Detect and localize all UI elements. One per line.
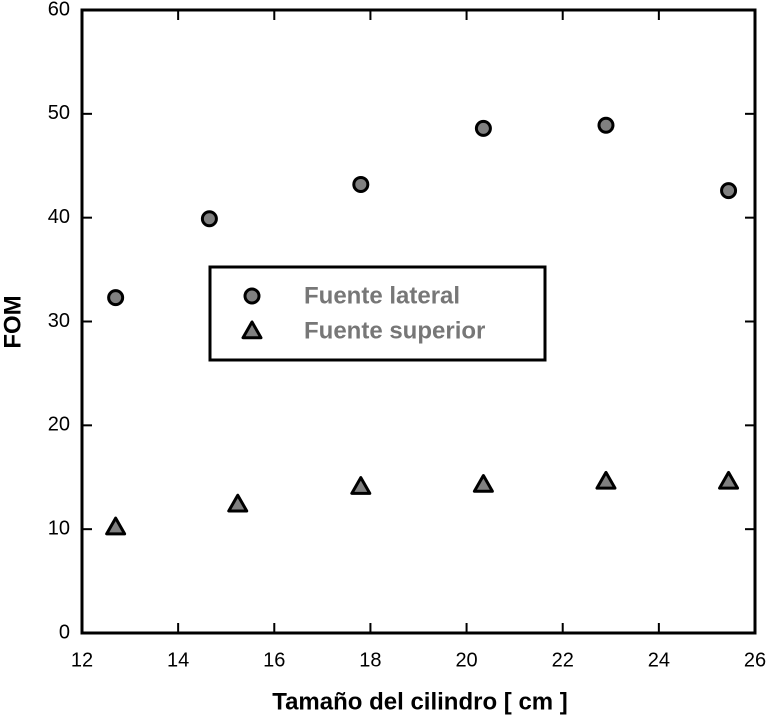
- legend-label: Fuente lateral: [304, 282, 460, 309]
- legend-marker: [241, 320, 263, 340]
- x-tick-label: 20: [455, 649, 477, 671]
- data-point: [474, 119, 492, 137]
- data-point: [227, 493, 249, 513]
- data-point: [472, 474, 494, 493]
- y-tick-label: 50: [48, 102, 70, 124]
- x-tick-label: 12: [71, 649, 93, 671]
- data-point: [718, 470, 740, 490]
- y-tick-label: 20: [48, 414, 70, 436]
- data-point: [200, 210, 218, 228]
- y-tick-label: 0: [59, 621, 70, 643]
- legend-label: Fuente superior: [304, 317, 485, 344]
- data-point: [720, 182, 738, 200]
- y-tick-label: 60: [48, 0, 70, 20]
- legend-box: [208, 265, 547, 362]
- data-point: [352, 175, 370, 193]
- y-tick-label: 10: [48, 517, 70, 539]
- legend-marker: [243, 287, 261, 305]
- y-tick-label: 30: [48, 310, 70, 332]
- x-axis-title: Tamaño del cilindro [ cm ]: [272, 688, 568, 715]
- x-tick-label: 24: [648, 649, 670, 671]
- x-tick-label: 22: [552, 649, 574, 671]
- data-point: [105, 516, 127, 536]
- y-tick-label: 40: [48, 206, 70, 228]
- data-point: [107, 289, 125, 307]
- data-point: [350, 476, 372, 495]
- x-tick-label: 26: [744, 649, 766, 671]
- x-tick-label: 16: [263, 649, 285, 671]
- data-point: [595, 470, 617, 490]
- data-point: [597, 116, 615, 134]
- x-tick-label: 14: [167, 649, 189, 671]
- x-tick-label: 18: [359, 649, 381, 671]
- y-axis-title: FOM: [0, 295, 26, 348]
